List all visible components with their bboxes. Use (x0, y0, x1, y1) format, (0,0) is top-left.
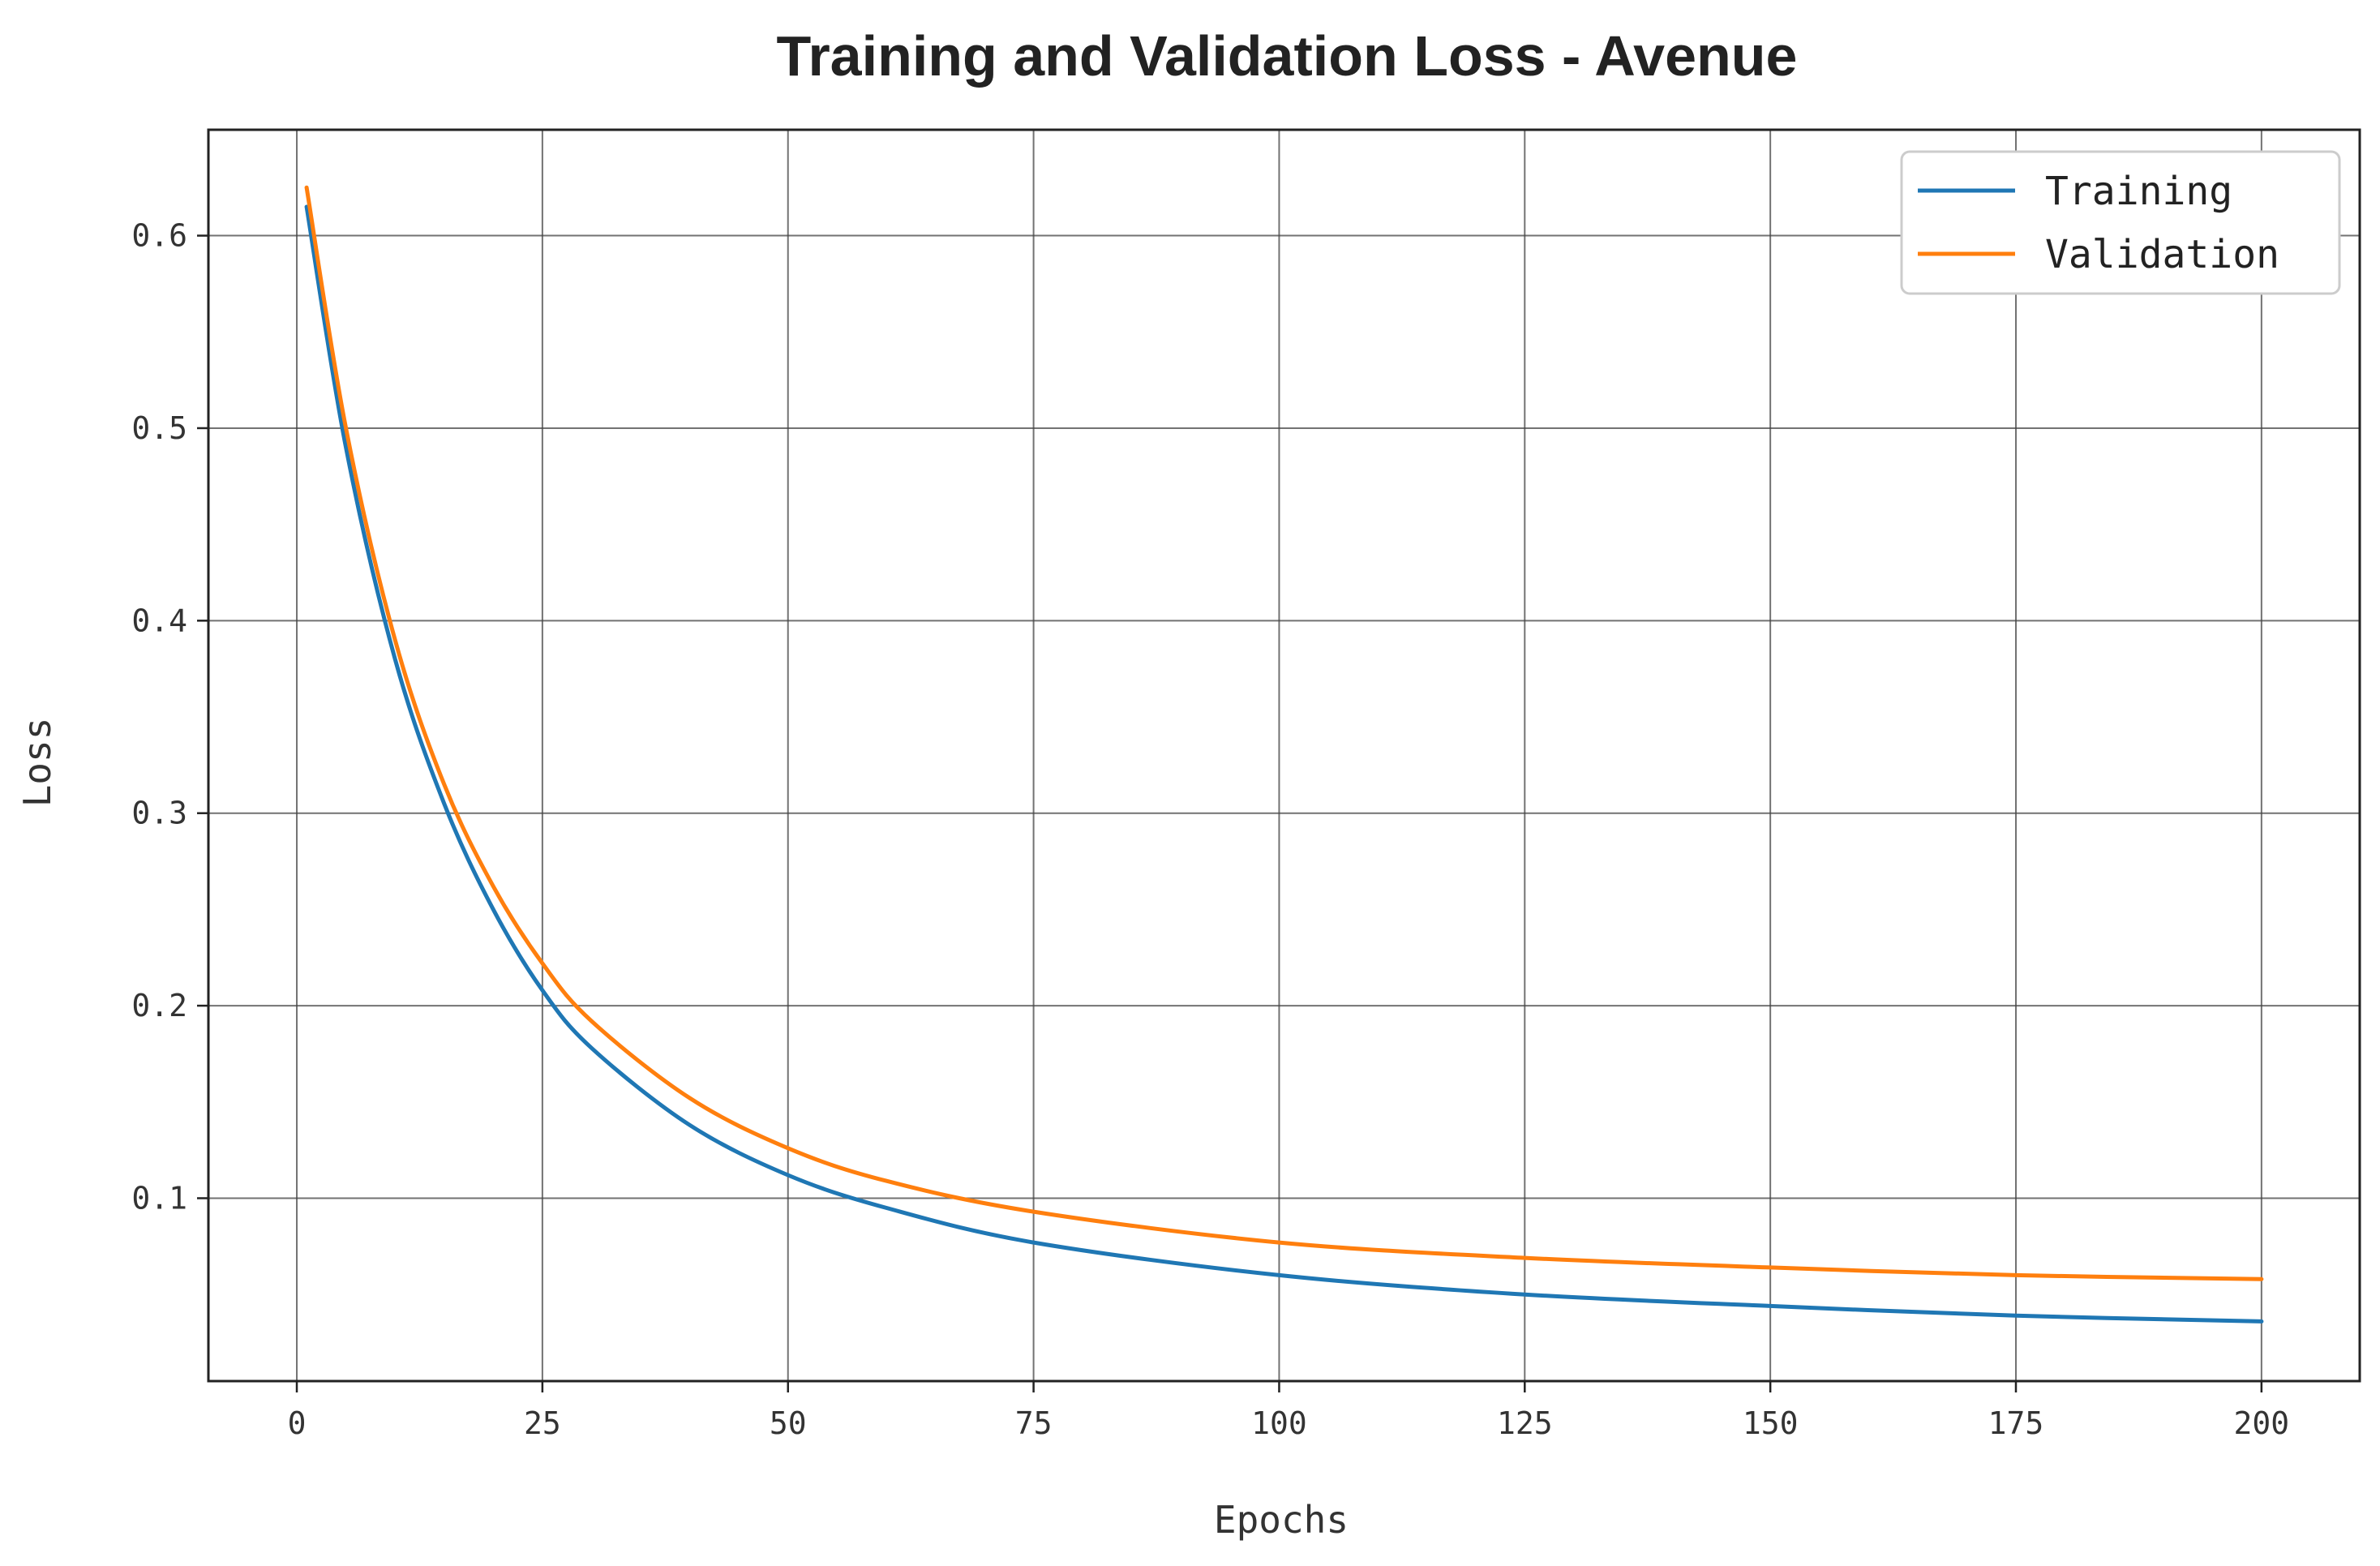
x-tick-label: 50 (770, 1405, 807, 1441)
y-tick-label: 0.6 (131, 218, 187, 254)
plot-frame (207, 128, 2361, 1383)
chart-title: Training and Validation Loss - Avenue (777, 24, 1798, 88)
legend-box (1900, 150, 2341, 295)
y-tick-label: 0.4 (131, 603, 187, 638)
y-tick-label: 0.2 (131, 988, 187, 1023)
x-axis-ticks: 0 25 50 75 100 125 150 175 200 (288, 1381, 2290, 1441)
validation-loss-line (304, 185, 2264, 1281)
y-axis-label: Loss (15, 718, 59, 808)
x-axis-label: Epochs (1214, 1498, 1349, 1542)
x-tick-label: 200 (2234, 1405, 2290, 1441)
x-tick-label: 175 (1988, 1405, 2044, 1441)
y-axis-ticks: 0.1 0.2 0.3 0.4 0.5 0.6 (131, 218, 208, 1216)
legend: Training Validation (1900, 150, 2341, 295)
grid-lines (208, 130, 2360, 1381)
legend-label-training: Training (2045, 169, 2232, 214)
y-tick-label: 0.5 (131, 410, 187, 446)
x-tick-label: 150 (1743, 1405, 1799, 1441)
series-lines (304, 185, 2264, 1324)
y-tick-label: 0.3 (131, 796, 187, 831)
legend-label-validation: Validation (2045, 232, 2279, 277)
training-loss-line (304, 204, 2264, 1324)
x-tick-label: 125 (1497, 1405, 1553, 1441)
x-tick-label: 100 (1251, 1405, 1307, 1441)
x-tick-label: 0 (288, 1405, 307, 1441)
y-tick-label: 0.1 (131, 1180, 187, 1216)
x-tick-label: 75 (1015, 1405, 1053, 1441)
x-tick-label: 25 (524, 1405, 561, 1441)
